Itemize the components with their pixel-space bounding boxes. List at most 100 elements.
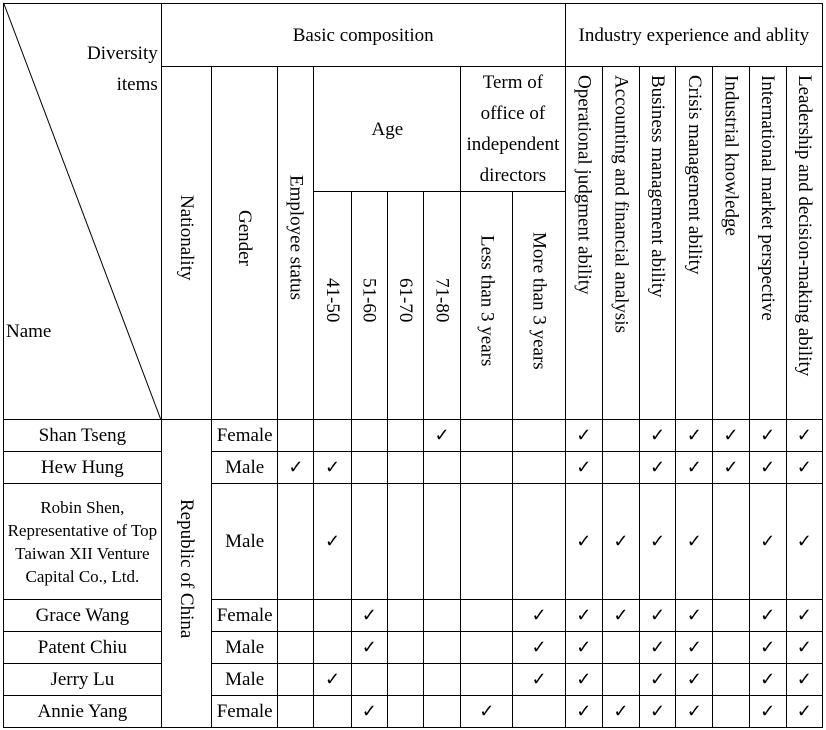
check-mark-icon: ✓ — [785, 419, 824, 452]
empty-cell — [277, 483, 315, 600]
empty-cell — [460, 599, 514, 632]
nationality-value: Republic of China — [175, 498, 197, 639]
header-corner-cell: Diversity items Name — [3, 3, 162, 420]
ability-header-leadership: Leadership and decision-making ability — [793, 75, 815, 377]
check-mark-icon: ✓ — [564, 695, 603, 728]
empty-cell — [422, 599, 462, 632]
check-mark-icon: ✓ — [675, 599, 714, 632]
employee-status-header: Employee status — [285, 175, 307, 301]
check-mark-icon: ✓ — [675, 631, 714, 664]
check-mark-icon: ✓ — [460, 695, 514, 728]
check-mark-icon: ✓ — [601, 599, 641, 632]
member-name-grace-wang: Grace Wang — [3, 599, 162, 632]
term-of-office-header: Term of office of independent directors — [460, 66, 566, 192]
empty-cell — [712, 483, 750, 600]
table-row: Shan Tseng Republic of China Female ✓ ✓ ✓ ✓ ✓ ✓ ✓ — [3, 419, 824, 728]
employee-status-header-cell: Employee status — [277, 66, 315, 420]
ability-header-cell: Operational judgment ability — [564, 66, 603, 420]
check-mark-icon: ✓ — [639, 695, 677, 728]
table-row: Annie Yang Female ✓ ✓ ✓ ✓ ✓ ✓ ✓ ✓ — [3, 695, 824, 728]
check-mark-icon: ✓ — [564, 419, 603, 452]
gender-header-cell: Gender — [210, 66, 279, 420]
check-mark-icon: ✓ — [512, 663, 566, 696]
check-mark-icon: ✓ — [785, 695, 824, 728]
check-mark-icon: ✓ — [277, 451, 315, 484]
member-name-annie-yang: Annie Yang — [3, 695, 162, 728]
check-mark-icon: ✓ — [564, 483, 603, 600]
empty-cell — [277, 631, 315, 664]
check-mark-icon: ✓ — [748, 599, 787, 632]
empty-cell — [422, 663, 462, 696]
basic-composition-header: Basic composition — [160, 3, 566, 67]
empty-cell — [313, 631, 352, 664]
term-more-than-3-years: More than 3 years — [528, 231, 550, 370]
check-mark-icon: ✓ — [350, 599, 388, 632]
empty-cell — [350, 483, 388, 600]
ability-header-cell: Accounting and financial analysis — [601, 66, 641, 420]
corner-diagonal-line — [4, 4, 161, 419]
member-name-robin-shen: Robin Shen, Representative of Top Taiwan… — [3, 483, 162, 600]
gender-cell: Male — [210, 663, 279, 696]
empty-cell — [386, 599, 425, 632]
ability-header-cell: Industrial knowledge — [712, 66, 750, 420]
check-mark-icon: ✓ — [639, 451, 677, 484]
empty-cell — [512, 483, 566, 600]
empty-cell — [460, 451, 514, 484]
check-mark-icon: ✓ — [712, 419, 750, 452]
table-row: Patent Chiu Male ✓ ✓ ✓ ✓ ✓ ✓ ✓ — [3, 631, 824, 664]
check-mark-icon: ✓ — [675, 483, 714, 600]
empty-cell — [386, 451, 425, 484]
check-mark-icon: ✓ — [639, 599, 677, 632]
check-mark-icon: ✓ — [785, 663, 824, 696]
empty-cell — [386, 419, 425, 452]
check-mark-icon: ✓ — [748, 451, 787, 484]
industry-experience-header: Industry experience and ablity — [564, 3, 824, 67]
check-mark-icon: ✓ — [350, 695, 388, 728]
check-mark-icon: ✓ — [748, 631, 787, 664]
gender-cell: Male — [210, 631, 279, 664]
member-name-shan-tseng: Shan Tseng — [3, 419, 162, 452]
ability-header-accounting: Accounting and financial analysis — [610, 75, 632, 334]
name-header-label: Name — [6, 321, 52, 342]
gender-header: Gender — [234, 210, 256, 266]
ability-header-cell: Leadership and decision-making ability — [785, 66, 824, 420]
empty-cell — [601, 451, 641, 484]
check-mark-icon: ✓ — [748, 695, 787, 728]
gender-cell: Female — [210, 599, 279, 632]
nationality-header: Nationality — [175, 195, 197, 281]
age-group-header-cell: 51-60 — [350, 191, 388, 420]
table-row: Grace Wang Female ✓ ✓ ✓ ✓ ✓ ✓ ✓ ✓ — [3, 599, 824, 632]
check-mark-icon: ✓ — [512, 631, 566, 664]
nationality-cell: Republic of China — [160, 419, 213, 728]
age-group-51-60: 51-60 — [358, 278, 380, 323]
empty-cell — [277, 695, 315, 728]
ability-header-cell: Crisis management ability — [675, 66, 714, 420]
check-mark-icon: ✓ — [564, 451, 603, 484]
table-row: Robin Shen, Representative of Top Taiwan… — [3, 483, 824, 600]
check-mark-icon: ✓ — [639, 631, 677, 664]
board-members-table: Shan Tseng Republic of China Female ✓ ✓ ✓ ✓ ✓ ✓ ✓… — [3, 419, 824, 728]
empty-cell — [512, 419, 566, 452]
empty-cell — [422, 451, 462, 484]
check-mark-icon: ✓ — [675, 451, 714, 484]
empty-cell — [386, 483, 425, 600]
age-group-61-70: 61-70 — [394, 278, 416, 323]
term-header-cell: More than 3 years — [512, 191, 566, 420]
empty-cell — [386, 663, 425, 696]
member-name-jerry-lu: Jerry Lu — [3, 663, 162, 696]
check-mark-icon: ✓ — [422, 419, 462, 452]
ability-header-industrial: Industrial knowledge — [720, 75, 742, 236]
age-group-header-cell: 71-80 — [422, 191, 462, 420]
ability-header-cell: Business management ability — [639, 66, 677, 420]
ability-header-operational: Operational judgment ability — [573, 75, 595, 295]
empty-cell — [277, 663, 315, 696]
empty-cell — [460, 419, 514, 452]
empty-cell — [601, 419, 641, 452]
check-mark-icon: ✓ — [564, 663, 603, 696]
check-mark-icon: ✓ — [675, 419, 714, 452]
empty-cell — [386, 695, 425, 728]
gender-cell: Male — [210, 483, 279, 600]
check-mark-icon: ✓ — [785, 483, 824, 600]
empty-cell — [386, 631, 425, 664]
check-mark-icon: ✓ — [675, 663, 714, 696]
